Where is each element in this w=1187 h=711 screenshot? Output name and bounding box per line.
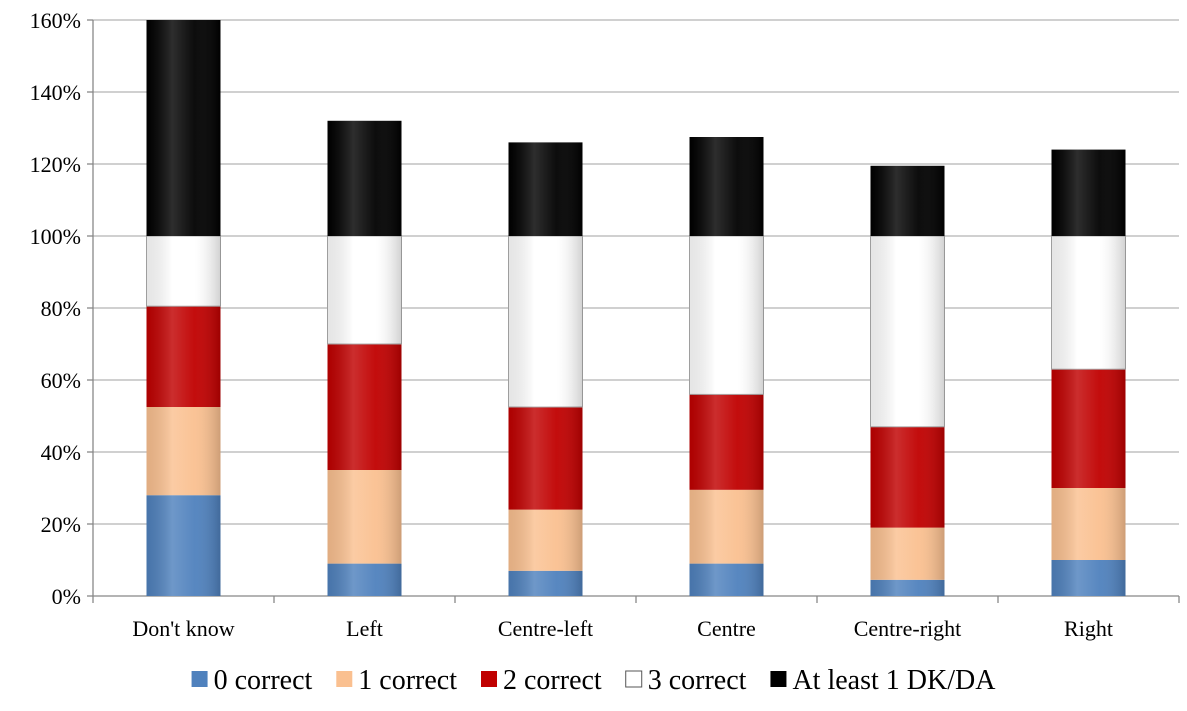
- bar-segment-shading: [146, 407, 221, 496]
- x-category-label: Centre-right: [854, 616, 962, 641]
- legend-swatch: [625, 670, 643, 688]
- bar-segment-shading: [1051, 236, 1126, 370]
- bar-segment-shading: [689, 236, 764, 395]
- bar-segment-shading: [146, 236, 221, 307]
- axes: [87, 19, 1180, 603]
- y-tick-label: 140%: [30, 80, 81, 105]
- y-tick-label: 100%: [30, 224, 81, 249]
- y-tick-label: 0%: [52, 584, 81, 609]
- y-tick-label: 120%: [30, 152, 81, 177]
- x-category-label: Don't know: [132, 616, 234, 641]
- bar-segment-shading: [689, 394, 764, 490]
- bar-segment-shading: [870, 426, 945, 528]
- legend-swatch: [191, 671, 208, 687]
- bar-segment-shading: [508, 236, 583, 407]
- legend: 0 correct 1 correct 2 correct 3 correct At l…: [191, 665, 996, 696]
- bar-segment-shading: [327, 236, 402, 344]
- legend-label: 1 correct: [358, 665, 457, 696]
- y-tick-label: 20%: [41, 512, 81, 537]
- bar-segment-shading: [327, 470, 402, 564]
- legend-swatch: [770, 671, 787, 687]
- bar-segment-shading: [327, 563, 402, 596]
- bar-segment-shading: [689, 489, 764, 564]
- bar-segment-shading: [327, 120, 402, 236]
- x-category-label: Centre: [697, 616, 756, 641]
- bar-segment-shading: [689, 137, 764, 236]
- legend-label: 3 correct: [648, 665, 747, 696]
- bars: [146, 20, 1126, 596]
- y-tick-label: 160%: [30, 8, 81, 33]
- legend-swatch: [481, 671, 498, 687]
- bar-segment-shading: [870, 165, 945, 236]
- legend-label: 0 correct: [214, 665, 313, 696]
- legend-swatch: [336, 671, 353, 687]
- legend-label: At least 1 DK/DA: [792, 665, 996, 696]
- gridlines: [93, 19, 1179, 525]
- y-tick-label: 40%: [41, 440, 81, 465]
- y-tick-label: 80%: [41, 296, 81, 321]
- axis-labels: 0% 20% 40% 60% 80% 100% 120% 140% 160% Don't know…: [30, 8, 1113, 641]
- bar-segment-shading: [146, 20, 221, 236]
- y-tick-label: 60%: [41, 368, 81, 393]
- bar-segment-shading: [146, 306, 221, 407]
- bar-segment-shading: [146, 495, 221, 596]
- bar-segment-shading: [1051, 369, 1126, 488]
- bar-segment-shading: [508, 407, 583, 510]
- bar-segment-shading: [508, 509, 583, 571]
- bar-segment-shading: [870, 527, 945, 580]
- bar-segment-shading: [508, 142, 583, 236]
- bar-segment-shading: [1051, 149, 1126, 236]
- x-category-label: Left: [346, 616, 383, 641]
- bar-segment-shading: [1051, 488, 1126, 560]
- x-category-label: Centre-left: [498, 616, 593, 641]
- bar-segment-shading: [870, 579, 945, 596]
- legend-label: 2 correct: [503, 665, 602, 696]
- bar-segment-shading: [870, 236, 945, 427]
- bar-segment-shading: [508, 570, 583, 596]
- bar-segment-shading: [1051, 560, 1126, 596]
- bar-segment-shading: [689, 563, 764, 596]
- x-category-label: Right: [1064, 616, 1113, 641]
- bar-segment-shading: [327, 344, 402, 470]
